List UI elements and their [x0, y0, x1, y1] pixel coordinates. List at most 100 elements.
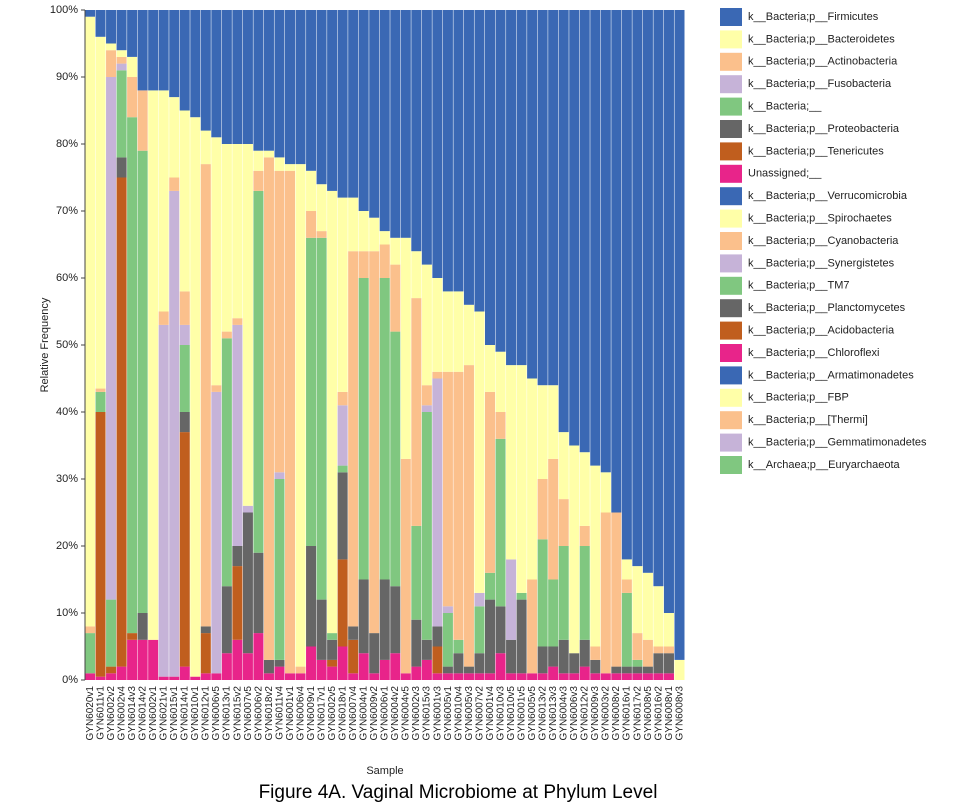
- bar-segment: [358, 251, 369, 278]
- x-tick-label: GYN6005v5: [527, 686, 538, 741]
- caption: Figure 4A. Vaginal Microbiome at Phylum …: [259, 782, 658, 803]
- bar-segment: [421, 412, 432, 640]
- bar-segment: [421, 405, 432, 412]
- bar-segment: [411, 251, 422, 299]
- bar-segment: [379, 278, 390, 580]
- bar-segment: [632, 659, 643, 667]
- bar-segment: [95, 391, 106, 412]
- bar-segment: [527, 673, 538, 680]
- bar-segment: [642, 673, 653, 680]
- bar-segment: [558, 10, 569, 433]
- bar-segment: [621, 10, 632, 560]
- legend-swatch: [720, 187, 742, 206]
- legend-label: k__Bacteria;__: [748, 101, 822, 113]
- bar-segment: [179, 432, 190, 667]
- bar-segment: [137, 10, 148, 91]
- legend-label: Unassigned;__: [748, 168, 822, 180]
- bar-segment: [663, 646, 674, 654]
- bar-segment: [116, 666, 127, 680]
- bar-segment: [663, 653, 674, 674]
- x-tick-label: GYN6021v1: [159, 686, 170, 741]
- bar-segment: [263, 659, 274, 674]
- x-tick-label: GYN6011v1: [95, 686, 106, 740]
- bar-segment: [442, 666, 453, 674]
- bar-segment: [642, 572, 653, 640]
- bar-segment: [558, 499, 569, 546]
- bar-segment: [495, 653, 506, 680]
- bar-segment: [106, 43, 117, 51]
- bar-segment: [327, 190, 338, 634]
- x-tick-label: GYN6012v1: [201, 686, 212, 741]
- bar-segment: [116, 63, 127, 71]
- bar-segment: [358, 211, 369, 252]
- bar-segment: [369, 633, 380, 674]
- bar-segment: [211, 10, 222, 138]
- x-tick-label: GYN6011v4: [274, 686, 285, 740]
- bar-segment: [600, 673, 611, 680]
- legend-swatch: [720, 97, 742, 116]
- bar-segment: [158, 311, 169, 325]
- bar-segment: [295, 666, 306, 674]
- bar-segment: [337, 197, 348, 392]
- bar-segment: [632, 673, 643, 680]
- bar-segment: [306, 237, 317, 547]
- bar-segment: [158, 10, 169, 91]
- bar-segment: [316, 599, 327, 660]
- bar-segment: [653, 586, 664, 647]
- bar-segment: [116, 70, 127, 158]
- bar-segment: [253, 190, 264, 553]
- bar-segment: [116, 177, 127, 667]
- bar-segment: [432, 673, 443, 680]
- bar-segment: [263, 150, 274, 158]
- bar-segment: [369, 673, 380, 680]
- bar-segment: [411, 10, 422, 252]
- legend-swatch: [720, 276, 742, 295]
- bar-segment: [506, 365, 517, 560]
- bar-segment: [106, 10, 117, 44]
- y-tick-label: 90%: [56, 71, 78, 83]
- bar-segment: [590, 465, 601, 647]
- bar-segment: [506, 559, 517, 640]
- bar-segment: [463, 365, 474, 667]
- x-tick-label: GYN6004v3: [559, 686, 570, 741]
- bar-segment: [390, 331, 401, 587]
- bar-segment: [579, 10, 590, 453]
- legend-swatch: [720, 456, 742, 474]
- bar-segment: [274, 10, 285, 158]
- bar-segment: [348, 626, 359, 640]
- bar-segment: [306, 646, 317, 680]
- bar-segment: [474, 10, 485, 312]
- bar-segment: [421, 639, 432, 660]
- bar-segment: [127, 10, 138, 57]
- bar-segment: [453, 653, 464, 674]
- bar-segment: [137, 150, 148, 613]
- bar-segment: [137, 90, 148, 151]
- bar-segment: [179, 10, 190, 111]
- bar-segment: [442, 613, 453, 667]
- x-tick-label: GYN6013v1: [222, 686, 233, 741]
- bar-segment: [106, 50, 117, 77]
- bar-segment: [242, 653, 253, 680]
- legend-swatch: [720, 254, 742, 273]
- bar-segment: [600, 10, 611, 473]
- bar-segment: [548, 385, 559, 459]
- bar-segment: [95, 412, 106, 677]
- y-tick-label: 50%: [56, 339, 78, 351]
- x-tick-label: GYN6010v3: [495, 686, 506, 741]
- x-tick-label: GYN6005v1: [443, 686, 454, 741]
- bar-segment: [106, 666, 117, 674]
- bar-segment: [653, 673, 664, 680]
- bar-segment: [190, 676, 201, 680]
- x-tick-label: GYN6012v2: [580, 686, 591, 741]
- bar-segment: [653, 10, 664, 587]
- bar-segment: [432, 626, 443, 647]
- bar-segment: [200, 164, 211, 627]
- bar-segment: [221, 144, 232, 332]
- bar-segment: [358, 653, 369, 680]
- bar-segment: [274, 479, 285, 660]
- bar-segment: [95, 10, 106, 37]
- x-tick-label: GYN6018v1: [338, 686, 349, 741]
- bar-segment: [116, 157, 127, 178]
- bar-segment: [327, 633, 338, 640]
